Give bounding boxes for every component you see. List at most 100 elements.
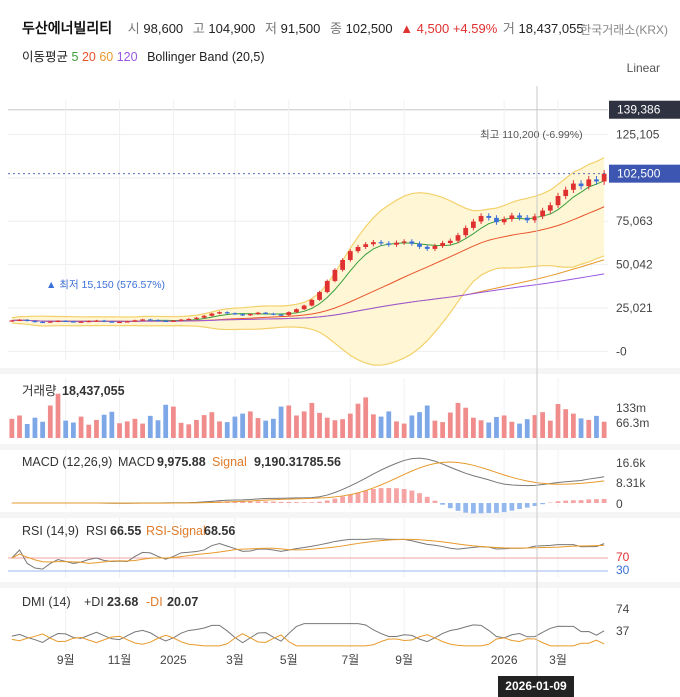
candle-body xyxy=(409,241,415,244)
macd-histogram-bar xyxy=(478,503,484,514)
current-price-label: 102,500 xyxy=(617,167,661,181)
candle-body xyxy=(301,305,307,310)
macd-histogram-bar xyxy=(601,498,607,503)
chart-header: 두산에너빌리티 시 98,600 고 104,900 저 91,500 종 10… xyxy=(0,0,680,90)
candle-body xyxy=(140,319,145,321)
candle-body xyxy=(217,312,222,314)
candle-body xyxy=(509,215,515,220)
dmi-tick: 37 xyxy=(616,624,630,638)
volume-bar xyxy=(378,416,384,438)
volume-bar xyxy=(455,402,461,438)
macd-histogram-bar xyxy=(586,499,592,503)
rsi-signal-line xyxy=(11,538,605,564)
high-value: 104,900 xyxy=(208,21,256,36)
volume-value-label: 18,437,055 xyxy=(62,384,125,398)
candle-body xyxy=(371,242,376,245)
candle-body xyxy=(109,321,115,323)
volume-bar xyxy=(540,412,545,438)
volume-bar xyxy=(571,413,576,438)
candle-body xyxy=(317,292,322,300)
change-value: ▲ 4,500 xyxy=(400,21,450,36)
volume-bar xyxy=(240,413,245,438)
rsi-signal-name: RSI-Signal xyxy=(146,524,206,538)
candle-body xyxy=(532,216,538,221)
macd-histogram-bar xyxy=(378,488,384,503)
volume-bar xyxy=(247,411,253,438)
volume-bar xyxy=(355,403,361,438)
volume-bar xyxy=(478,420,484,438)
low-annotation: ▲ 최저 15,150 (576.57%) xyxy=(46,279,165,291)
cursor-date-badge: 2026-01-09 xyxy=(498,676,574,697)
candle-body xyxy=(486,215,492,218)
macd-histogram-bar xyxy=(309,502,315,503)
volume-bar xyxy=(347,413,353,438)
candle-body xyxy=(586,179,592,187)
panel-separator xyxy=(0,582,680,588)
panel-separator xyxy=(0,444,680,450)
volume-bar xyxy=(178,422,184,438)
high-annotation: 최고 110,200 (-6.99%) xyxy=(480,129,583,141)
candle-body xyxy=(517,215,522,218)
x-tick-label: 2025 xyxy=(160,653,187,667)
volume-bar xyxy=(9,418,15,438)
candle-body xyxy=(178,319,184,321)
volume-bar xyxy=(440,422,445,438)
macd-histogram-bar xyxy=(340,496,345,503)
volume-bar xyxy=(547,420,553,438)
macd-histogram-bar xyxy=(417,493,422,503)
macd-histogram-bar xyxy=(363,490,369,503)
candle-body xyxy=(132,320,138,322)
volume-label: 거 xyxy=(502,21,515,36)
volume-bar xyxy=(332,420,338,438)
candle-body xyxy=(386,243,392,245)
volume-bar xyxy=(217,421,222,438)
volume-bar xyxy=(94,419,99,438)
macd-series-name: MACD xyxy=(118,455,155,469)
macd-histogram-bar xyxy=(440,503,445,505)
volume-bar xyxy=(147,415,153,438)
indicator-legend[interactable]: 이동평균 5 20 60 120 Bollinger Band (20,5) xyxy=(22,46,265,65)
volume-bar xyxy=(294,415,299,438)
pdi-series-name: +DI xyxy=(84,595,104,609)
x-tick-label: 2026 xyxy=(491,653,518,667)
scale-mode-button[interactable]: Linear xyxy=(626,61,660,75)
band-top-tag xyxy=(609,100,680,119)
volume-bar xyxy=(371,414,376,438)
rsi-title: RSI (14,9) xyxy=(22,524,79,538)
candle-body xyxy=(94,320,99,322)
candle-body xyxy=(163,320,169,323)
band-top-label: 139,386 xyxy=(617,103,661,117)
volume-bar xyxy=(601,421,607,438)
volume-bar xyxy=(578,418,584,438)
candle-body xyxy=(394,242,399,245)
rsi-series-name: RSI xyxy=(86,524,107,538)
pdi-value-label: 23.68 xyxy=(107,595,138,609)
macd-histogram-bar xyxy=(463,503,469,513)
candle-body xyxy=(424,246,430,249)
volume-bar xyxy=(417,412,422,438)
macd-histogram-bar xyxy=(386,487,392,503)
volume-bar xyxy=(32,417,38,438)
volume-bar xyxy=(71,422,76,438)
candle-body xyxy=(40,321,45,324)
close-label: 종 xyxy=(329,21,342,36)
x-tick-label: 9월 xyxy=(395,653,413,667)
bollinger-band-fill xyxy=(11,157,605,366)
macd-title: MACD (12,26,9) xyxy=(22,455,112,469)
volume-bar xyxy=(501,415,507,438)
candle-body xyxy=(401,241,407,243)
macd-histogram-bar xyxy=(401,489,407,503)
ma120-label: 120 xyxy=(116,50,138,64)
macd-histogram-bar xyxy=(317,501,322,503)
ma60-label: 60 xyxy=(99,50,114,64)
signal-line xyxy=(11,461,605,504)
candle-body xyxy=(271,313,276,315)
volume-bar xyxy=(486,422,492,438)
candle-body xyxy=(155,319,161,322)
bollinger-upper xyxy=(11,157,605,319)
rsi-value-label: 66.55 xyxy=(110,524,141,538)
macd-histogram-bar xyxy=(424,496,430,503)
macd-histogram-bar xyxy=(432,500,438,503)
volume-bar xyxy=(386,411,392,438)
